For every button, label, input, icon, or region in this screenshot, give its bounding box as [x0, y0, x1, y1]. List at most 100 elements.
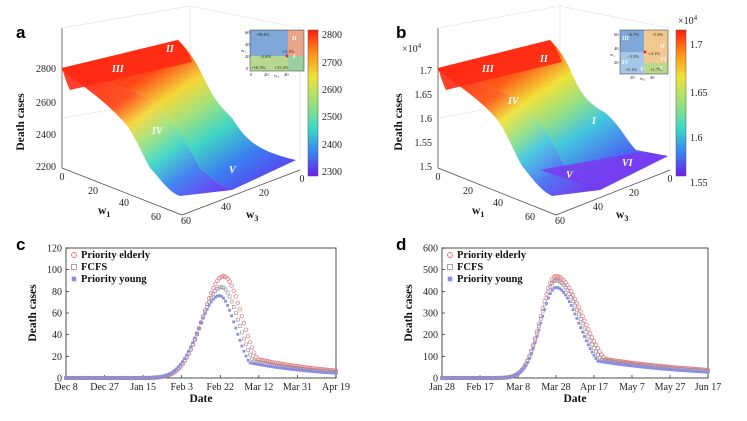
data-point	[651, 366, 655, 370]
data-point	[93, 376, 97, 380]
data-point	[569, 295, 574, 300]
data-point	[229, 283, 234, 288]
data-point	[518, 371, 522, 375]
x-tick-label: Jan 15	[130, 382, 156, 393]
legend-label: Priority young	[81, 274, 147, 285]
data-point	[179, 363, 182, 366]
data-point	[676, 368, 679, 372]
colorbar-a	[307, 29, 319, 177]
data-point	[638, 365, 641, 369]
data-point	[569, 289, 574, 294]
data-point	[213, 281, 218, 287]
colorbar-b	[675, 29, 687, 177]
data-point	[229, 299, 234, 304]
data-point	[572, 296, 578, 302]
data-point	[221, 285, 226, 290]
data-point	[590, 342, 594, 347]
data-point	[297, 368, 301, 372]
region-a-IV: IV	[151, 126, 164, 137]
data-point	[70, 376, 74, 380]
data-point	[553, 274, 559, 279]
panel-a: a III II I IV V 2800 2600 24	[15, 5, 342, 227]
data-point	[211, 297, 215, 301]
data-point	[144, 376, 148, 380]
data-point	[595, 352, 600, 357]
data-point	[533, 341, 537, 345]
data-point	[576, 312, 581, 317]
w3-tick-a: 60	[181, 216, 191, 227]
inset-b-xaxis: w₃	[640, 76, 645, 81]
colorbar-b-multiplier: ×104	[678, 14, 698, 27]
data-point	[534, 329, 540, 334]
data-point	[267, 364, 270, 368]
inset-a-note: -4.6%	[260, 54, 271, 59]
data-point	[232, 320, 236, 324]
data-point	[68, 376, 72, 380]
data-point	[260, 363, 264, 367]
data-point	[567, 285, 572, 291]
data-point	[574, 301, 580, 306]
inset-b-region: I	[659, 66, 663, 72]
y-tick-label: 400	[423, 287, 438, 298]
colorbar-b-ticks: 1.7 1.65 1.6 1.55	[690, 40, 708, 189]
data-point	[544, 292, 549, 297]
data-point	[217, 285, 222, 290]
data-point	[233, 311, 238, 315]
data-point	[600, 360, 603, 364]
series-priority-young	[64, 294, 338, 380]
data-point	[115, 376, 119, 380]
data-point	[695, 370, 698, 373]
data-point	[547, 296, 550, 300]
data-point	[215, 278, 220, 283]
data-point	[571, 299, 575, 304]
data-point	[207, 303, 211, 307]
data-point	[697, 370, 700, 374]
data-point	[274, 360, 279, 366]
data-point	[230, 314, 234, 318]
region-b-I: I	[591, 116, 597, 127]
data-point	[290, 363, 296, 368]
surface-a-front	[62, 70, 232, 196]
inset-b-note: +1.7%	[650, 67, 662, 72]
inset-b-note: -5.3%	[652, 32, 663, 37]
data-point	[279, 366, 283, 370]
data-point	[595, 346, 600, 351]
series-priority-elderly	[63, 274, 339, 381]
w3-tick-b: 60	[555, 216, 565, 227]
data-point	[160, 374, 164, 378]
data-point	[310, 369, 313, 373]
data-point	[575, 308, 579, 312]
inset-b-region: VI	[660, 57, 667, 63]
data-point	[249, 345, 255, 350]
w1-tick-a: 40	[119, 198, 129, 209]
data-point	[254, 362, 258, 366]
data-point	[301, 369, 305, 373]
legend-label: Priority elderly	[81, 250, 151, 261]
z-multiplier-b: ×104	[402, 42, 422, 55]
legend-marker	[71, 264, 77, 270]
data-point	[516, 372, 520, 376]
data-point	[264, 358, 269, 364]
w1-axis-label-a: w1	[98, 205, 110, 219]
w3-axis-label-b: w3	[616, 209, 628, 223]
data-point	[233, 294, 238, 299]
data-point	[280, 361, 285, 367]
data-point	[450, 376, 453, 380]
data-point	[537, 328, 541, 332]
data-point	[670, 368, 674, 372]
data-point	[647, 366, 651, 370]
data-point	[273, 365, 277, 369]
w1-tick-a: 0	[60, 172, 65, 183]
data-point	[203, 312, 207, 315]
data-point	[219, 285, 224, 289]
w1-tick-a: 60	[151, 212, 161, 223]
data-point	[287, 367, 291, 371]
data-point	[546, 290, 551, 294]
series-priority-elderly	[439, 274, 711, 381]
data-point	[602, 360, 605, 364]
data-point	[579, 326, 583, 330]
data-point	[244, 342, 248, 347]
data-point	[305, 369, 309, 373]
data-point	[674, 368, 678, 372]
data-point	[107, 376, 111, 380]
